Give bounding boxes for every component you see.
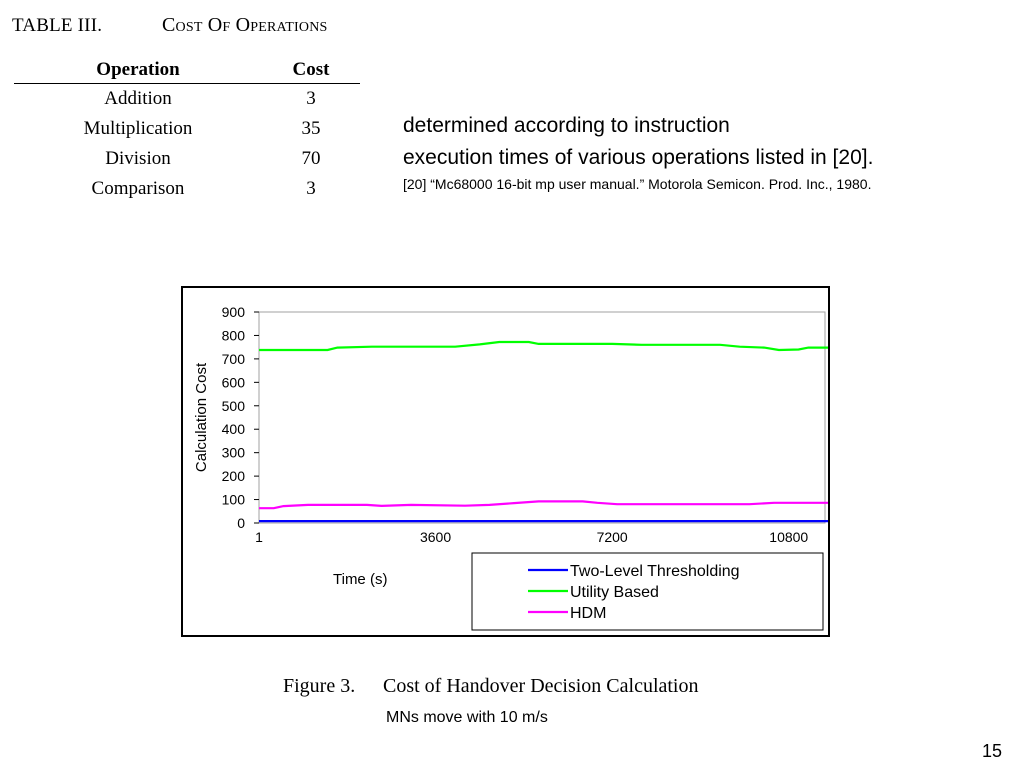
table-row: Division 70 [14,144,360,174]
description-line-1: determined according to instruction [403,114,730,137]
table-row: Comparison 3 [14,174,360,204]
legend-label: HDM [570,605,606,622]
y-tick-label: 200 [222,468,246,484]
page-number: 15 [982,741,1003,761]
cost-cell: 70 [301,148,321,169]
table-title: TABLE III. Cost Of Operations [12,14,328,37]
cost-cell: 3 [306,178,316,199]
series-line [259,500,828,510]
legend-label: Utility Based [570,584,659,601]
figure-caption: Figure 3. Cost of Handover Decision Calcu… [283,675,699,698]
x-tick-label: 10800 [769,529,808,545]
operation-cell: Addition [104,88,172,109]
figure-title: Cost of Handover Decision Calculation [383,675,699,697]
y-tick-label: 500 [222,398,246,414]
table-row: Addition 3 [14,84,360,115]
operation-cell: Comparison [91,178,185,199]
y-axis-label: Calculation Cost [193,362,210,472]
figure-subtitle: MNs move with 10 m/s [386,709,548,726]
table-name: Cost Of Operations [162,14,328,36]
figure-label: Figure 3. [283,675,356,697]
y-tick-label: 800 [222,327,246,343]
y-tick-label: 900 [222,304,246,320]
table-header-row: Operation Cost [14,58,360,84]
reference-citation: [20] “Mc68000 16-bit mp user manual.” Mo… [403,176,872,192]
x-tick-label: 7200 [597,529,628,545]
x-tick-label: 3600 [420,529,451,545]
y-tick-label: 700 [222,351,246,367]
series-line [259,340,828,352]
x-tick-label: 1 [255,529,263,545]
y-tick-label: 300 [222,445,246,461]
y-tick-label: 600 [222,374,246,390]
cost-cell: 35 [301,118,321,139]
table-label: TABLE III. [12,15,103,36]
y-tick-label: 0 [237,515,245,531]
chart-frame: 0 100 200 300 400 500 600 700 800 900 1 3600 7200 108… [181,286,830,637]
description-line-2: execution times of various operations li… [403,146,874,169]
column-header-operation: Operation [14,58,262,84]
operation-cell: Multiplication [83,118,193,139]
column-header-cost: Cost [262,58,360,84]
table-row: Multiplication 35 [14,114,360,144]
cost-cell: 3 [306,88,316,109]
operation-cell: Division [105,148,171,169]
y-tick-label: 400 [222,421,246,437]
x-axis-label: Time (s) [333,571,387,588]
y-tick-label: 100 [222,492,246,508]
legend-label: Two-Level Thresholding [570,563,740,580]
operations-table: Operation Cost Addition 3 Multiplication… [14,58,360,204]
cost-line-chart: 0 100 200 300 400 500 600 700 800 900 1 3600 7200 108… [193,304,828,631]
